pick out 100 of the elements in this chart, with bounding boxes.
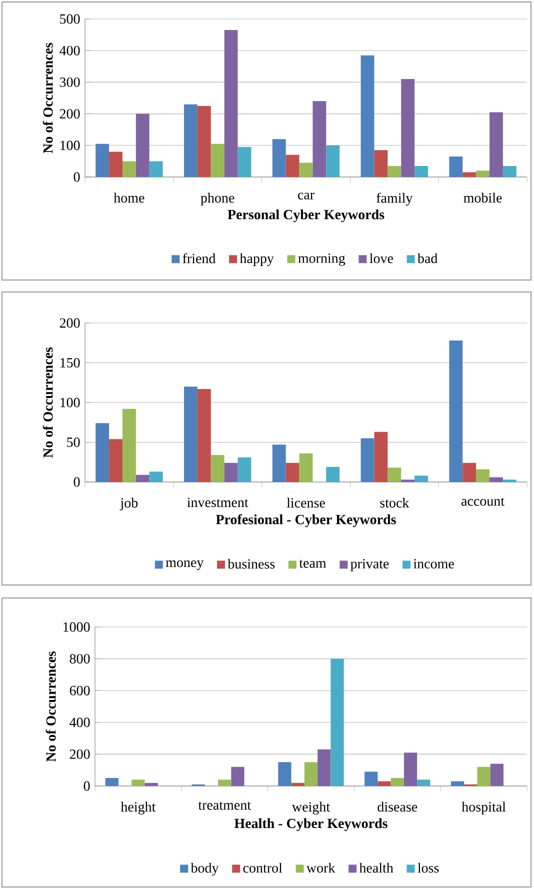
bar [224, 462, 238, 482]
bar [132, 780, 145, 786]
bar [136, 114, 150, 178]
bar [278, 762, 292, 786]
bar [326, 145, 340, 178]
legend-label: control [243, 862, 282, 873]
y-tick-label: 600 [70, 686, 90, 696]
bar [490, 477, 503, 482]
bar [231, 766, 244, 786]
bar [105, 778, 118, 786]
bar [197, 388, 211, 482]
y-tick-label: 50 [67, 438, 80, 447]
bar [449, 340, 463, 482]
x-tick-label: job [120, 498, 138, 510]
bar [477, 766, 490, 786]
y-tick-label: 300 [60, 77, 80, 87]
x-tick-label: family [376, 192, 413, 206]
y-tick-label: 200 [60, 318, 80, 328]
bar [122, 408, 136, 482]
bar [238, 146, 252, 178]
legend-label: love [370, 253, 393, 264]
bar [374, 150, 388, 178]
bar [210, 144, 224, 178]
bar [476, 469, 490, 482]
y-tick-label: 800 [70, 654, 90, 664]
legend-label: money [166, 560, 204, 570]
y-tick-label: 0 [84, 781, 90, 791]
bar [122, 161, 136, 178]
x-tick-label: mobile [464, 192, 502, 203]
x-tick-label: license [286, 498, 325, 508]
bar [388, 166, 402, 178]
x-axis-title: Health - Cyber Keywords [234, 818, 388, 832]
bar [450, 781, 464, 786]
bar [184, 386, 198, 482]
legend-label: body [190, 862, 219, 876]
bar [286, 154, 300, 178]
bar [197, 106, 211, 178]
x-tick-label: stock [380, 498, 410, 508]
x-tick-label: account [462, 498, 504, 506]
bar [299, 162, 313, 178]
legend-label: bad [417, 253, 438, 264]
bar [490, 112, 503, 178]
bar [272, 139, 286, 178]
y-tick-label: 100 [60, 398, 80, 408]
y-tick-label: 1000 [64, 622, 90, 632]
y-tick-label: 200 [60, 109, 80, 119]
bar [462, 462, 476, 482]
bar [96, 423, 110, 482]
y-tick-label: 0 [74, 477, 80, 487]
y-tick-label: 150 [60, 358, 80, 368]
bar [326, 466, 340, 482]
x-tick-label: hospital [462, 802, 506, 814]
y-tick-label: 400 [60, 46, 80, 56]
bar [318, 749, 331, 786]
bar [401, 79, 415, 178]
x-tick-label: car [298, 192, 314, 200]
bar [224, 30, 238, 178]
legend-label: loss [418, 862, 439, 873]
x-axis-title: Profesional - Cyber Keywords [216, 514, 396, 528]
bar [414, 476, 428, 482]
bar [304, 762, 318, 786]
legend-label: business [228, 558, 275, 569]
bar [136, 474, 150, 482]
y-tick-label: 100 [60, 140, 80, 150]
bar [149, 472, 163, 482]
bar [109, 152, 122, 178]
x-axis-title: Personal Cyber Keywords [228, 209, 384, 222]
bar [360, 55, 374, 178]
bar [502, 166, 516, 178]
bar [291, 782, 304, 786]
bar [272, 444, 286, 482]
bar [330, 658, 344, 786]
bar [286, 462, 300, 482]
bar [144, 782, 158, 786]
bar [414, 166, 428, 178]
bar [462, 172, 476, 178]
bar [449, 156, 463, 178]
bar [364, 772, 378, 786]
bar [476, 170, 490, 178]
bar [218, 780, 232, 786]
y-axis-title: No of Occurrences [42, 347, 53, 458]
bar [378, 781, 391, 786]
bar [109, 439, 122, 482]
x-tick-label: phone [200, 192, 234, 206]
y-tick-label: 400 [70, 718, 90, 728]
bar [404, 752, 418, 786]
bar [360, 438, 374, 482]
x-tick-label: treatment [198, 802, 251, 810]
legend-label: team [299, 560, 326, 568]
y-axis-title: No of Occurrences [42, 42, 53, 154]
y-tick-label: 200 [70, 749, 90, 759]
legend-label: health [359, 862, 394, 873]
bar [390, 778, 404, 786]
bar [312, 101, 326, 178]
bar [238, 457, 252, 482]
x-tick-label: disease [378, 802, 418, 812]
legend-label: happy [240, 253, 274, 266]
bar [374, 432, 388, 482]
legend-label: friend [182, 253, 216, 264]
y-tick-label: 500 [60, 14, 80, 24]
